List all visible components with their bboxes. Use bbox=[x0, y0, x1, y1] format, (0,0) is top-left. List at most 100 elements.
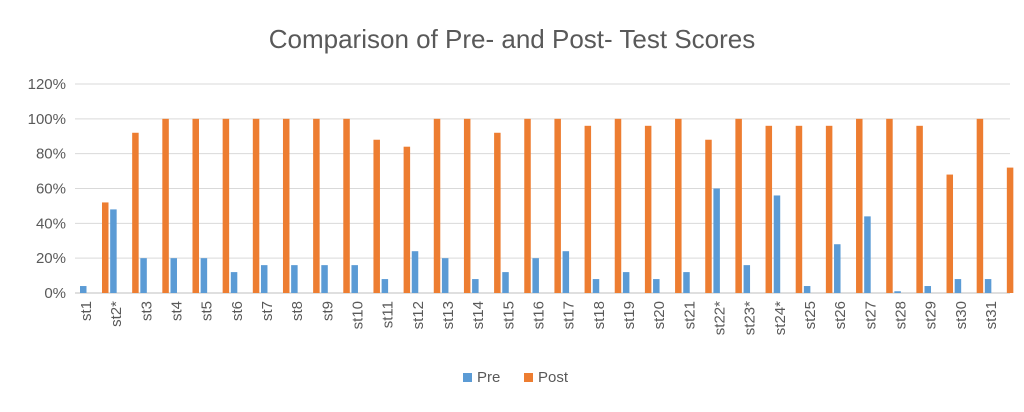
bar-pre-st29 bbox=[924, 286, 932, 293]
bar-pre-st8 bbox=[291, 265, 298, 293]
bar-post-st12 bbox=[433, 118, 441, 293]
bar-pre-st14 bbox=[472, 279, 479, 293]
bar-pre-st12 bbox=[411, 251, 419, 293]
bar-post-st19 bbox=[644, 125, 652, 293]
bar-post-st29 bbox=[946, 174, 954, 293]
bar-pre-st15 bbox=[502, 272, 509, 293]
bar-pre-st4 bbox=[170, 258, 177, 293]
bar-pre-st21 bbox=[683, 272, 690, 293]
bar-post-st25 bbox=[825, 125, 833, 293]
bar-post-st5 bbox=[222, 118, 230, 293]
x-tick-label: st5 bbox=[199, 301, 216, 321]
y-tick-label: 20% bbox=[36, 250, 66, 267]
x-tick-label: st27 bbox=[862, 301, 879, 329]
bar-pre-st30 bbox=[954, 279, 962, 293]
bar-post-st3 bbox=[162, 118, 169, 293]
bar-post-st30 bbox=[976, 118, 984, 293]
bar-post-st10 bbox=[373, 139, 380, 293]
bar-pre-st1 bbox=[80, 286, 87, 293]
bars bbox=[80, 118, 1014, 293]
bar-pre-st25 bbox=[803, 286, 811, 293]
x-tick-label: st6 bbox=[229, 301, 246, 321]
x-tick-label: st29 bbox=[923, 301, 940, 329]
x-tick-label: st19 bbox=[621, 301, 638, 329]
x-tick-label: st31 bbox=[983, 301, 1000, 329]
legend-label-post: Post bbox=[538, 369, 569, 386]
bar-post-st18 bbox=[614, 118, 622, 293]
bar-post-st6 bbox=[252, 118, 260, 293]
bar-pre-st11 bbox=[381, 279, 389, 293]
bar-post-st11 bbox=[403, 146, 411, 293]
bar-post-st21 bbox=[705, 139, 712, 293]
bar-post-st7 bbox=[282, 118, 290, 293]
bar-post-st1 bbox=[102, 202, 109, 293]
bar-pre-st6 bbox=[230, 272, 238, 293]
y-tick-label: 60% bbox=[36, 181, 66, 198]
legend: Pre Post bbox=[463, 369, 569, 386]
x-tick-label: st30 bbox=[953, 301, 970, 329]
bar-post-st28 bbox=[916, 125, 923, 293]
bar-post-st17 bbox=[584, 125, 592, 293]
y-tick-label: 100% bbox=[28, 111, 66, 128]
x-tick-label: st16 bbox=[531, 301, 548, 329]
x-tick-label: st12 bbox=[410, 301, 427, 329]
y-tick-label: 120% bbox=[28, 76, 66, 93]
bar-pre-st19 bbox=[622, 272, 630, 293]
x-tick-label: st23* bbox=[742, 301, 759, 335]
x-axis-ticks: st1 st2* st3 st4 st5 st6 st7 st8 st9 st10 st11 st12… bbox=[78, 301, 1000, 335]
chart-title: Comparison of Pre- and Post- Test Scores bbox=[269, 24, 756, 54]
bar-post-st8 bbox=[313, 118, 320, 293]
x-tick-label: st9 bbox=[319, 301, 336, 321]
bar-pre-st23star bbox=[743, 265, 751, 293]
bar-pre-st22star bbox=[713, 188, 720, 293]
x-tick-label: st24* bbox=[772, 301, 789, 335]
bar-post-st22star bbox=[735, 118, 742, 293]
x-tick-label: st13 bbox=[440, 301, 457, 329]
x-tick-label: st10 bbox=[350, 301, 367, 329]
bar-pre-st20 bbox=[653, 279, 660, 293]
bar-post-st31 bbox=[1006, 167, 1014, 293]
bar-pre-st26 bbox=[834, 244, 841, 293]
x-tick-label: st3 bbox=[138, 301, 155, 321]
x-tick-label: st18 bbox=[591, 301, 608, 329]
bar-post-st2star bbox=[132, 132, 139, 293]
gridlines bbox=[75, 83, 1010, 294]
bar-post-st16 bbox=[554, 118, 561, 293]
x-tick-label: st8 bbox=[289, 301, 306, 321]
bar-post-st13 bbox=[463, 118, 471, 293]
legend-label-pre: Pre bbox=[477, 369, 500, 386]
bar-pre-st13 bbox=[441, 258, 449, 293]
bar-pre-st2star bbox=[110, 209, 117, 293]
bar-pre-st27 bbox=[864, 216, 871, 293]
x-tick-label: st14 bbox=[470, 301, 487, 329]
bar-pre-st5 bbox=[200, 258, 208, 293]
legend-swatch-post bbox=[524, 373, 533, 382]
bar-post-st15 bbox=[524, 118, 531, 293]
x-tick-label: st4 bbox=[169, 301, 186, 321]
bar-pre-st18 bbox=[592, 279, 600, 293]
bar-post-st4 bbox=[192, 118, 199, 293]
x-tick-label: st2* bbox=[108, 301, 125, 327]
bar-pre-st9 bbox=[321, 265, 328, 293]
bar-pre-st28 bbox=[894, 291, 901, 293]
bar-post-st24star bbox=[795, 125, 803, 293]
bar-pre-st16 bbox=[532, 258, 539, 293]
x-tick-label: st26 bbox=[832, 301, 849, 329]
x-tick-label: st28 bbox=[892, 301, 909, 329]
bar-post-st14 bbox=[494, 132, 501, 293]
bar-post-st26 bbox=[856, 118, 863, 293]
bar-post-st9 bbox=[343, 118, 350, 293]
bar-pre-st7 bbox=[260, 265, 268, 293]
y-tick-label: 80% bbox=[36, 146, 66, 163]
bar-pre-st24star bbox=[773, 195, 781, 293]
bar-pre-st3 bbox=[140, 258, 147, 293]
x-tick-label: st20 bbox=[651, 301, 668, 329]
bar-pre-st10 bbox=[351, 265, 358, 293]
x-tick-label: st11 bbox=[380, 301, 397, 328]
bar-pre-st31 bbox=[984, 279, 992, 293]
bar-post-st20 bbox=[675, 118, 682, 293]
x-tick-label: st22* bbox=[711, 301, 728, 335]
x-tick-label: st7 bbox=[259, 301, 276, 321]
